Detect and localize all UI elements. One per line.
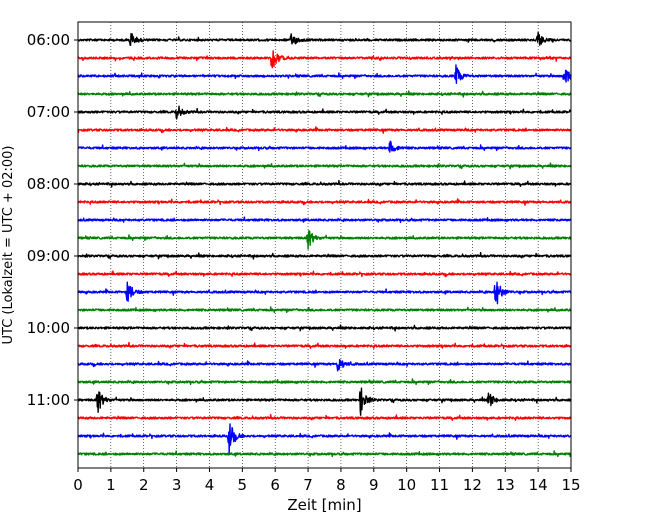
trace-line [77,378,572,386]
x-tick-label: 7 [303,476,313,494]
trace-line [77,306,572,314]
x-tick-label: 0 [73,476,83,494]
trace-line [77,281,572,305]
x-tick-label: 2 [139,476,149,494]
y-tick-label: 10:00 [27,319,70,337]
trace-line [77,450,572,458]
y-axis-title: UTC (Lokalzeit = UTC + 02:00) [1,146,16,345]
x-tick-label: 6 [270,476,280,494]
y-tick-label: 09:00 [27,247,70,265]
y-tick-label: 06:00 [27,31,70,49]
x-axis: 0 1 2 3 4 5 6 7 8 9 10 11 12 13 14 15 [73,468,581,494]
trace-line [77,179,572,188]
x-tick-label: 11 [430,476,449,494]
y-tick-label: 07:00 [27,103,70,121]
x-tick-label: 15 [561,476,580,494]
trace-line [77,105,572,120]
x-tick-label: 14 [529,476,548,494]
trace-line [77,230,572,250]
x-tick-label: 12 [463,476,482,494]
x-tick-label: 10 [397,476,416,494]
trace-line [77,270,572,278]
trace-line [77,126,572,134]
x-tick-label: 5 [238,476,248,494]
trace-line [77,324,572,332]
x-tick-label: 9 [369,476,379,494]
trace-line [77,216,572,224]
trace-line [77,387,572,416]
trace-line [77,64,572,84]
trace-line [77,413,572,421]
x-tick-label: 13 [496,476,515,494]
x-axis-title: Zeit [min] [287,496,361,514]
y-axis: 06:00 07:00 08:00 09:00 10:00 11:00 [27,31,78,409]
trace-line [77,140,572,153]
seismic-traces [77,31,572,458]
y-tick-label: 08:00 [27,175,70,193]
x-tick-label: 8 [336,476,346,494]
trace-line [77,162,572,170]
trace-line [77,90,572,98]
trace-line [77,358,572,372]
trace-line [77,31,572,46]
x-tick-label: 4 [205,476,215,494]
trace-line [77,50,572,69]
y-tick-label: 11:00 [27,391,70,409]
trace-line [77,198,572,206]
trace-line [77,423,572,454]
x-tick-label: 1 [106,476,116,494]
x-tick-label: 3 [172,476,182,494]
trace-line [77,341,572,350]
plot-frame [77,21,572,469]
trace-line [77,251,572,260]
